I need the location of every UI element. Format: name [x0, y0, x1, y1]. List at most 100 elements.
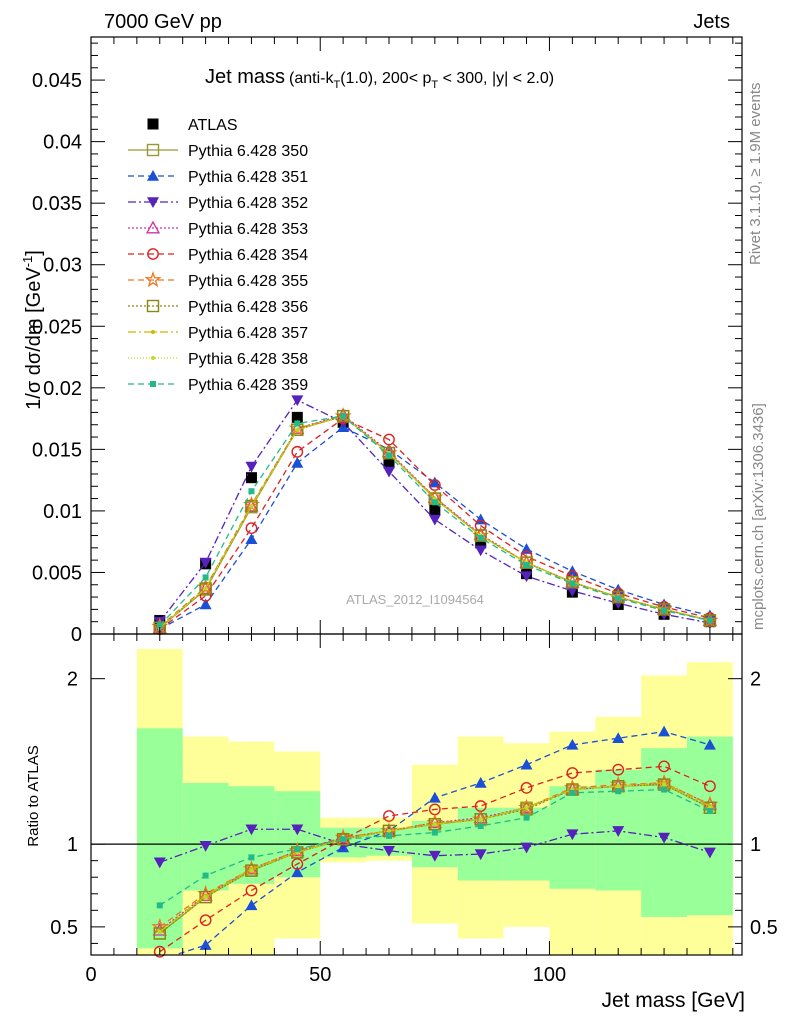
data-point [474, 529, 487, 542]
ratio-y-tick-label-right: 0.5 [750, 917, 778, 939]
data-point [566, 586, 579, 597]
ratio-data-point [520, 781, 533, 794]
ratio-data-point [477, 822, 484, 829]
plot-title-sub: (anti-k [289, 70, 334, 87]
legend-marker [151, 356, 155, 360]
ratio-y-tick-label-right: 1 [750, 834, 761, 856]
legend-item: Pythia 6.428 352 [128, 195, 308, 212]
data-point [340, 413, 347, 420]
legend-label: Pythia 6.428 355 [188, 273, 308, 290]
legend-label: Pythia 6.428 351 [188, 169, 308, 186]
data-point [382, 466, 395, 478]
legend-marker [146, 143, 160, 157]
y-tick-label: 0.005 [32, 562, 82, 584]
data-point [520, 543, 533, 554]
y-tick-label: 0.015 [32, 439, 82, 461]
x-axis-title: Jet mass [GeV] [601, 989, 745, 1012]
top-y-axis-title-main: 1/σ dσ/dm [GeV [23, 267, 45, 410]
ratio-data-point [153, 857, 166, 869]
legend-marker [145, 220, 161, 234]
legend-label: Pythia 6.428 356 [188, 299, 308, 316]
header-right: Jets [693, 11, 730, 33]
ratio-y-tick-label: 2 [67, 669, 78, 691]
data-point [703, 614, 717, 627]
data-point [291, 395, 304, 407]
plot-title-sub3: < 300, |y| < 2.0) [438, 70, 554, 87]
legend-marker [144, 270, 162, 288]
ratio-data-point [291, 824, 304, 836]
data-point [431, 499, 438, 506]
y-tick-label: 0.02 [43, 378, 82, 400]
ratio-data-point [524, 805, 529, 810]
data-point [291, 445, 304, 458]
ratio-data-point [706, 808, 713, 815]
ratio-data-point [386, 828, 391, 833]
plot-title-sub-t: T [333, 79, 340, 91]
legend-item: Pythia 6.428 350 [128, 143, 308, 160]
x-tick-label: 100 [533, 964, 566, 986]
data-point [294, 420, 301, 427]
legend-marker [147, 170, 159, 181]
plot-title-main: Jet mass [205, 66, 285, 88]
y-tick-label: 0.035 [32, 193, 82, 215]
x-ticks: 0 50 100 [85, 37, 734, 986]
ratio-data-point [612, 826, 625, 837]
ratio-data-point [658, 760, 670, 773]
legend-marker [147, 197, 159, 208]
ratio-frame [90, 633, 743, 956]
ratio-data-point [612, 732, 625, 744]
rivet-label: Rivet 3.1.10, ≥ 1.9M events [747, 83, 764, 266]
ratio-data-point [566, 767, 579, 779]
legend-label: Pythia 6.428 354 [188, 247, 308, 264]
legend-item: Pythia 6.428 359 [128, 377, 308, 394]
data-point [477, 534, 484, 541]
ratio-data-point [202, 872, 209, 879]
ratio-data-point [248, 854, 255, 861]
band-inner-bin [136, 728, 183, 949]
ratio-data-point [569, 789, 576, 796]
data-point [202, 574, 209, 581]
data-point [245, 472, 257, 484]
legend-item: Pythia 6.428 355 [128, 270, 308, 290]
ratio-y-tick-label: 1 [67, 834, 78, 856]
legend-item: Pythia 6.428 356 [128, 299, 308, 316]
data-point [428, 476, 441, 488]
ratio-data-point [340, 836, 347, 843]
analysis-watermark: ATLAS_2012_I1094564 [346, 592, 484, 607]
data-point [199, 598, 212, 610]
ratio-data-point [658, 725, 671, 737]
data-point [248, 488, 255, 495]
ratio-data-point [199, 939, 212, 950]
ratio-data-point [156, 902, 163, 909]
ratio-data-point [431, 829, 438, 836]
ratio-data-point [153, 927, 166, 940]
legend-label: Pythia 6.428 353 [188, 221, 308, 238]
data-point [474, 545, 487, 557]
top-y-axis-title: 1/σ dσ/dm [GeV-1] [20, 250, 45, 410]
data-point [199, 582, 212, 595]
data-point [199, 557, 212, 569]
legend-label: Pythia 6.428 350 [188, 143, 308, 160]
data-point [657, 603, 671, 616]
band-inner-bin [686, 736, 733, 916]
data-point [569, 580, 576, 587]
y-tick-label: 0 [71, 624, 82, 646]
ratio-data-point [245, 899, 258, 911]
ratio-series-line [159, 765, 711, 953]
ratio-bands [136, 648, 733, 955]
top-y-axis-title-sup: -1 [20, 256, 35, 268]
data-point [520, 571, 533, 583]
data-point [706, 617, 713, 624]
data-point [203, 586, 208, 591]
legend: ATLAS Pythia 6.428 350 Pythia 6.428 351 Pyt… [128, 117, 308, 394]
ratio-y-axis-title: Ratio to ATLAS [25, 745, 42, 846]
series-line [159, 417, 711, 630]
ratio-data-point [385, 832, 392, 839]
ratio-data-point [153, 945, 166, 958]
y-tick-label: 0.01 [43, 501, 82, 523]
legend-item: Pythia 6.428 354 [128, 247, 308, 264]
ratio-data-point [203, 895, 208, 900]
data-point [156, 622, 163, 629]
